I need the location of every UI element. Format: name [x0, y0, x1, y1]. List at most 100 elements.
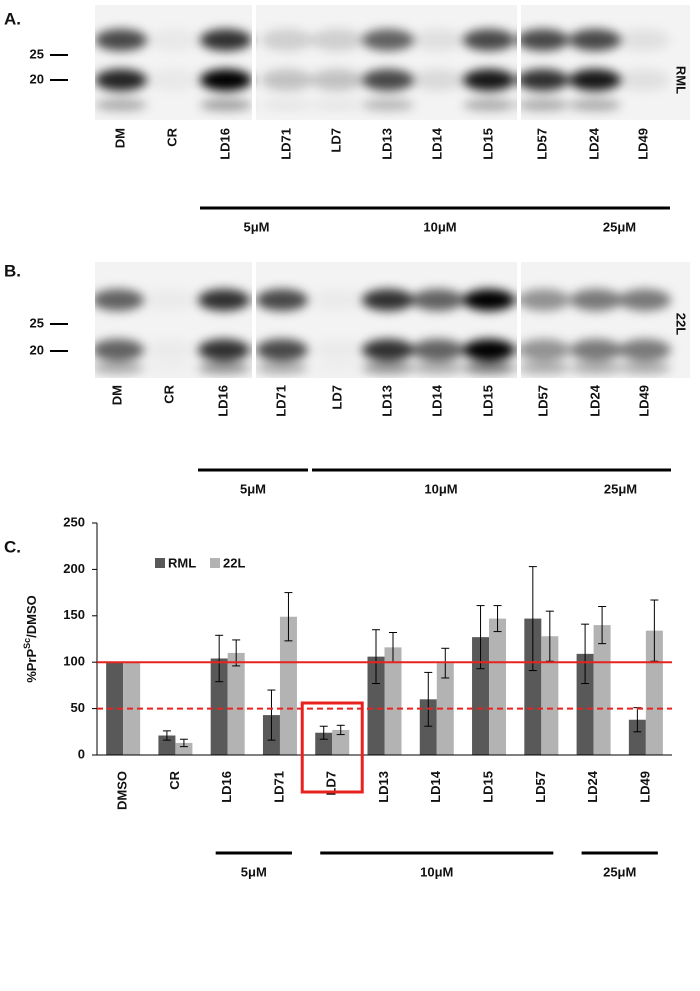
lane-label: LD7 — [329, 385, 344, 410]
x-tick-label: LD13 — [376, 771, 391, 803]
error-bar — [179, 738, 188, 748]
bar — [472, 637, 490, 755]
bar — [210, 658, 228, 755]
x-tick-label: LD49 — [637, 771, 652, 803]
bar — [524, 618, 542, 755]
error-bar — [319, 725, 328, 740]
blot-band — [95, 69, 147, 91]
lane-label: LD14 — [429, 384, 444, 417]
lane-label: LD49 — [636, 385, 651, 417]
panel-label: C. — [4, 537, 21, 556]
group-label: 5μM — [240, 481, 266, 496]
blot-band — [570, 289, 622, 311]
lane-label: LD49 — [635, 128, 650, 160]
x-tick-label: LD24 — [585, 770, 600, 803]
lane-label: LD7 — [328, 128, 343, 153]
x-tick-label: CR — [167, 770, 182, 789]
marker-label: 20 — [30, 71, 44, 86]
error-bar — [598, 606, 607, 645]
x-tick-label: LD14 — [428, 770, 443, 803]
blot-band — [95, 289, 144, 311]
panel-label: B. — [4, 261, 21, 280]
blot-band — [618, 69, 670, 91]
blot-band — [569, 29, 621, 51]
blot-band — [570, 362, 622, 374]
blot-band — [412, 339, 464, 361]
blot-band — [95, 362, 144, 374]
y-axis-label-part: %PrP — [24, 649, 39, 683]
blot-band — [144, 339, 196, 361]
y-tick-label: 0 — [78, 746, 85, 761]
blot — [95, 289, 671, 374]
bar — [541, 636, 559, 755]
blot-band — [518, 339, 570, 361]
blot-band — [312, 289, 364, 311]
error-bar — [284, 592, 293, 642]
blot-band — [412, 69, 464, 91]
blot-band — [463, 99, 515, 111]
blot-band — [518, 289, 570, 311]
blot-band — [362, 339, 414, 361]
group-label: 5μM — [241, 864, 267, 879]
blot-band — [144, 362, 196, 374]
blot-band — [517, 29, 569, 51]
blot-band — [311, 69, 363, 91]
lane-label: CR — [161, 384, 176, 403]
blot-band — [619, 289, 671, 311]
lane-label: DM — [112, 128, 127, 148]
lane-label: CR — [164, 127, 179, 146]
side-label: 22L — [674, 313, 689, 335]
blot-band — [518, 362, 570, 374]
blot-band — [463, 29, 515, 51]
lane-label: LD57 — [535, 385, 550, 417]
lane-label: LD24 — [586, 127, 601, 160]
blot-band — [362, 99, 414, 111]
lane-label: LD24 — [587, 384, 602, 417]
marker-label: 25 — [30, 315, 44, 330]
y-tick-label: 100 — [63, 654, 85, 669]
error-bar — [424, 671, 433, 727]
lane-label: LD15 — [480, 385, 495, 417]
blot-band — [362, 69, 414, 91]
bar — [489, 618, 507, 755]
lane-label: LD13 — [379, 128, 394, 160]
x-tick-label: LD15 — [480, 771, 495, 803]
blot-band — [412, 289, 464, 311]
y-axis-label-part: /DMSO — [24, 595, 39, 638]
lane-label: LD15 — [480, 128, 495, 160]
panel-label: A. — [4, 9, 21, 28]
lane-label: LD71 — [273, 385, 288, 417]
blot-band — [256, 289, 308, 311]
group-label: 10μM — [424, 481, 457, 496]
blot-band — [256, 339, 308, 361]
blot-band — [570, 339, 622, 361]
blot-band — [147, 29, 199, 51]
blot-band — [198, 339, 250, 361]
blot-band — [200, 99, 252, 111]
blot-band — [463, 69, 515, 91]
x-tick-label: LD57 — [533, 771, 548, 803]
bar — [628, 719, 646, 755]
bar — [436, 663, 454, 755]
bar — [367, 656, 385, 755]
blot-band — [95, 339, 144, 361]
bar — [384, 647, 402, 755]
lane-label: DM — [109, 385, 124, 405]
bar — [332, 729, 350, 755]
x-tick-label: DMSO — [115, 771, 130, 810]
blot-band — [200, 69, 252, 91]
blot-band — [517, 69, 569, 91]
bar — [593, 625, 611, 755]
blot-band — [261, 29, 313, 51]
legend-label: RML — [168, 555, 196, 570]
lane-label: LD16 — [217, 128, 232, 160]
blot-band — [569, 99, 621, 111]
error-bar — [528, 566, 537, 672]
group-label: 25μM — [603, 864, 636, 879]
lane-label: LD57 — [534, 128, 549, 160]
blot-band — [144, 289, 196, 311]
x-tick-label: LD71 — [271, 771, 286, 803]
blot-band — [362, 362, 414, 374]
blot-band — [618, 29, 670, 51]
